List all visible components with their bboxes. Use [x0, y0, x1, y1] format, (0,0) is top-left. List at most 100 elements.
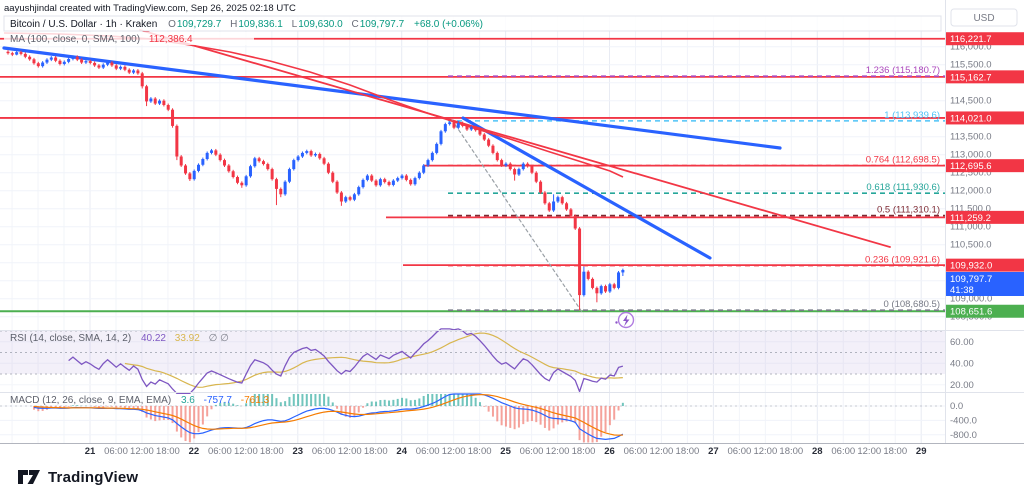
short-downtrend-line	[461, 116, 712, 260]
event-marker-icon[interactable]	[615, 311, 635, 329]
candle-body	[508, 163, 512, 170]
symbol-title: Bitcoin / U.S. Dollar · 1h · Kraken	[10, 19, 157, 30]
price-level-chip-label: 111,259.2	[950, 213, 991, 224]
macd-tick-label: -400.0	[950, 415, 977, 426]
symbol-legend-row[interactable]: Bitcoin / U.S. Dollar · 1h · Kraken O109…	[3, 15, 942, 32]
candle-body	[560, 197, 564, 204]
tradingview-logo-icon[interactable]	[18, 468, 41, 486]
fib-baseline	[451, 119, 583, 313]
candle-body	[586, 271, 590, 279]
time-axis-hour-label: 18:00	[779, 446, 803, 457]
rsi-legend-row[interactable]: RSI (14, close, SMA, 14, 2) 40.22 33.92 …	[10, 333, 229, 344]
candle-body	[205, 152, 209, 160]
time-axis-hour-label: 12:00	[753, 446, 777, 457]
price-level-chip	[946, 159, 1024, 173]
candle-body	[119, 66, 123, 69]
time-axis-hour-label: 12:00	[442, 446, 466, 457]
candle-body	[149, 98, 153, 102]
macd-line	[33, 393, 624, 441]
candle-body	[300, 152, 304, 157]
candle-body	[145, 86, 149, 102]
rsi-tick-label: 60.00	[950, 337, 974, 348]
ma-legend-row[interactable]: MA (100, close, 0, SMA, 100) 112,386.4	[4, 32, 254, 45]
price-tick-label: 113,000.0	[950, 150, 992, 161]
time-axis-hour-label: 18:00	[468, 446, 492, 457]
macd-legend-row[interactable]: MACD (12, 26, close, 9, EMA, EMA) 3.6 -7…	[10, 395, 270, 406]
time-axis-hour-label: 06:00	[831, 446, 855, 457]
svg-text:Bitcoin / U.S. Dollar · 1h · K: Bitcoin / U.S. Dollar · 1h · Kraken O109…	[10, 19, 483, 30]
rsi-sma-line	[124, 332, 623, 388]
candle-body	[482, 134, 486, 140]
candle-body	[188, 173, 192, 180]
price-tick-label: 114,500.0	[950, 96, 992, 107]
candle-body	[478, 130, 482, 135]
candle-body	[54, 57, 58, 61]
time-axis-hour-label: 12:00	[338, 446, 362, 457]
candle-body	[430, 152, 434, 161]
price-level-chip-label: 115,162.7	[950, 72, 992, 83]
rsi-band	[0, 330, 945, 407]
time-axis[interactable]: 21 06:00 12:00 18:00 22 06:00 12:00 18:00 23 06:0…	[0, 443, 1024, 462]
candle-body	[23, 53, 27, 57]
fib-level-label: 0.236 (109,921.6)	[865, 255, 940, 266]
candle-body	[491, 145, 495, 153]
candle-body	[162, 100, 166, 106]
price-axis[interactable]: 116,000.0 115,500.0 114,500.0 113,500.0 113,…	[946, 32, 1024, 441]
brand-name[interactable]: TradingView	[48, 468, 139, 486]
candle-body	[547, 203, 551, 211]
candle-body	[617, 272, 621, 288]
price-tick-label: 109,000.0	[950, 294, 992, 305]
price-tick-label: 112,000.0	[950, 186, 992, 197]
candle-body	[313, 153, 317, 156]
time-axis-hour-label: 06:00	[208, 446, 232, 457]
candle-body	[565, 203, 569, 210]
rsi-line	[68, 328, 624, 395]
candle-body	[331, 172, 335, 182]
candle-body	[474, 127, 478, 131]
fib-level-label: 0.764 (112,698.5)	[866, 155, 940, 166]
candle-body	[387, 182, 391, 185]
time-axis-day-label: 26	[604, 446, 615, 457]
time-axis-hour-label: 12:00	[130, 446, 154, 457]
candle-body	[93, 62, 97, 66]
candle-body	[132, 70, 136, 73]
currency-unit-button[interactable]: USD	[950, 8, 1018, 27]
candle-body	[539, 181, 543, 193]
change-value: +68.0 (+0.06%)	[414, 19, 483, 30]
candle-body	[339, 192, 343, 202]
candle-body	[495, 152, 499, 161]
chart-canvas[interactable]: 1.236 (115,180.7) 1 (113,939.6) 0.764 (112…	[0, 0, 1024, 462]
candle-body	[404, 175, 408, 180]
candle-body	[257, 158, 261, 162]
time-axis-hour-label: 06:00	[727, 446, 751, 457]
time-axis-hour-label: 12:00	[234, 446, 258, 457]
candle-body	[534, 172, 538, 182]
candle-body	[435, 143, 439, 153]
candle-body	[422, 165, 426, 173]
time-axis-hour-label: 18:00	[260, 446, 284, 457]
candle-body	[599, 286, 603, 294]
candle-body	[573, 215, 577, 229]
ma-value: 112,386.4	[149, 34, 193, 45]
price-level-chip-label: 116,221.7	[950, 34, 992, 45]
time-axis-hour-label: 18:00	[883, 446, 907, 457]
time-axis-hour-label: 12:00	[650, 446, 674, 457]
price-level-chip	[946, 70, 1024, 84]
fib-level-label: 0.618 (111,930.6)	[866, 182, 940, 193]
candle-body	[201, 159, 205, 165]
time-axis-day-label: 21	[85, 446, 96, 457]
candle-body	[413, 178, 417, 185]
candle-body	[452, 122, 456, 128]
candle-body	[517, 169, 521, 175]
time-axis-day-label: 28	[812, 446, 823, 457]
candle-body	[175, 125, 179, 157]
fib-level-label: 0 (108,680.5)	[883, 299, 940, 310]
candle-body	[184, 165, 188, 174]
price-level-chip	[946, 210, 1024, 224]
candle-body	[197, 164, 201, 171]
candle-body	[461, 123, 465, 126]
candle-body	[231, 171, 235, 178]
candle-body	[248, 166, 252, 177]
candle-body	[378, 179, 382, 186]
